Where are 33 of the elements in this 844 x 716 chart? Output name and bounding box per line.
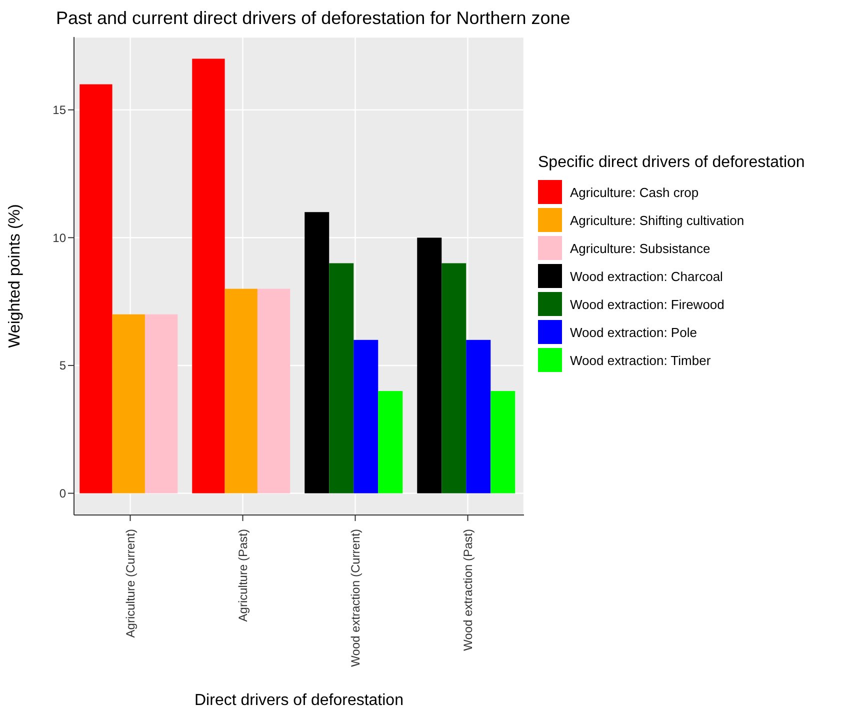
legend-label: Wood extraction: Pole bbox=[570, 324, 697, 340]
bar bbox=[417, 238, 442, 494]
y-tick-label: 10 bbox=[52, 230, 66, 245]
bar bbox=[257, 288, 290, 494]
bar bbox=[304, 212, 330, 494]
y-axis-title: Weighted points (%) bbox=[6, 204, 24, 348]
bar bbox=[378, 391, 403, 494]
bar bbox=[490, 391, 516, 494]
x-axis-title: Direct drivers of deforestation bbox=[194, 692, 404, 709]
legend-title: Specific direct drivers of deforestation bbox=[538, 154, 805, 172]
bar bbox=[354, 340, 378, 494]
legend-label: Wood extraction: Timber bbox=[570, 352, 711, 368]
x-tick-label: Agriculture (Past) bbox=[236, 529, 250, 622]
chart-title: Past and current direct drivers of deforestation for Northern zone bbox=[56, 8, 572, 29]
bar bbox=[329, 263, 354, 494]
y-tick-label: 5 bbox=[59, 358, 66, 373]
legend-label: Wood extraction: Firewood bbox=[570, 296, 724, 312]
y-tick-label: 0 bbox=[59, 486, 66, 501]
bar bbox=[466, 340, 491, 494]
bar bbox=[442, 263, 466, 494]
legend-label: Agriculture: Shifting cultivation bbox=[570, 212, 744, 228]
legend-label: Wood extraction: Charcoal bbox=[570, 268, 723, 284]
bar bbox=[112, 314, 145, 494]
bar bbox=[224, 288, 258, 494]
y-tick-label: 15 bbox=[52, 103, 66, 118]
legend-label: Agriculture: Cash crop bbox=[570, 184, 699, 200]
x-tick-label: Wood extraction (Past) bbox=[460, 528, 475, 651]
bar bbox=[144, 314, 178, 494]
x-tick-label: Wood extraction (Current) bbox=[348, 529, 362, 667]
legend-label: Agriculture: Subsistance bbox=[570, 240, 710, 256]
bar bbox=[80, 84, 112, 494]
bar bbox=[192, 58, 225, 494]
x-tick-label: Agriculture (Current) bbox=[123, 529, 138, 638]
